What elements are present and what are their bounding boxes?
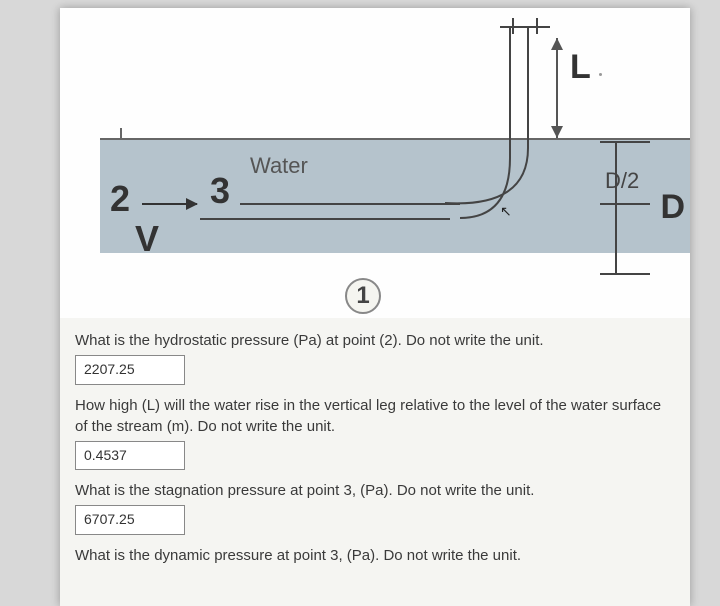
label-D: D [660, 188, 685, 227]
page-container: 2 V 3 Water L D/2 D 1 ↖ What is the hydr… [60, 8, 690, 606]
label-point-1: 1 [356, 282, 369, 310]
label-fluid: Water [250, 153, 308, 179]
tube-opening [500, 26, 550, 28]
water-surface [100, 138, 690, 140]
fluid-diagram: 2 V 3 Water L D/2 D 1 ↖ [60, 8, 690, 318]
dimension-D [615, 143, 617, 273]
d-tick-mid [600, 203, 650, 205]
question-3-text: What is the stagnation pressure at point… [75, 480, 675, 501]
pitot-bottom-outer [200, 218, 450, 220]
d-tick-bot [600, 273, 650, 275]
circle-point-1: 1 [345, 278, 381, 314]
question-block: What is the hydrostatic pressure (Pa) at… [60, 318, 690, 566]
label-L: L [570, 48, 591, 87]
surface-tick [120, 128, 122, 138]
answer-1-input[interactable]: 2207.25 [75, 355, 185, 385]
dimension-L [556, 38, 558, 138]
water-channel [100, 138, 690, 253]
answer-2-input[interactable]: 0.4537 [75, 441, 185, 471]
pitot-bottom-inner [240, 203, 460, 205]
dot-L [599, 73, 602, 76]
cursor-icon: ↖ [500, 203, 512, 220]
label-point-2: 2 [110, 178, 130, 220]
question-4-text: What is the dynamic pressure at point 3,… [75, 545, 675, 566]
question-2-text: How high (L) will the water rise in the … [75, 395, 675, 437]
label-point-3: 3 [210, 170, 230, 212]
label-D-half: D/2 [605, 168, 639, 194]
d-tick-top [600, 141, 650, 143]
label-velocity: V [135, 218, 159, 260]
pitot-tube [440, 28, 550, 228]
answer-3-input[interactable]: 6707.25 [75, 505, 185, 535]
flow-arrow [142, 203, 197, 205]
question-1-text: What is the hydrostatic pressure (Pa) at… [75, 330, 675, 351]
